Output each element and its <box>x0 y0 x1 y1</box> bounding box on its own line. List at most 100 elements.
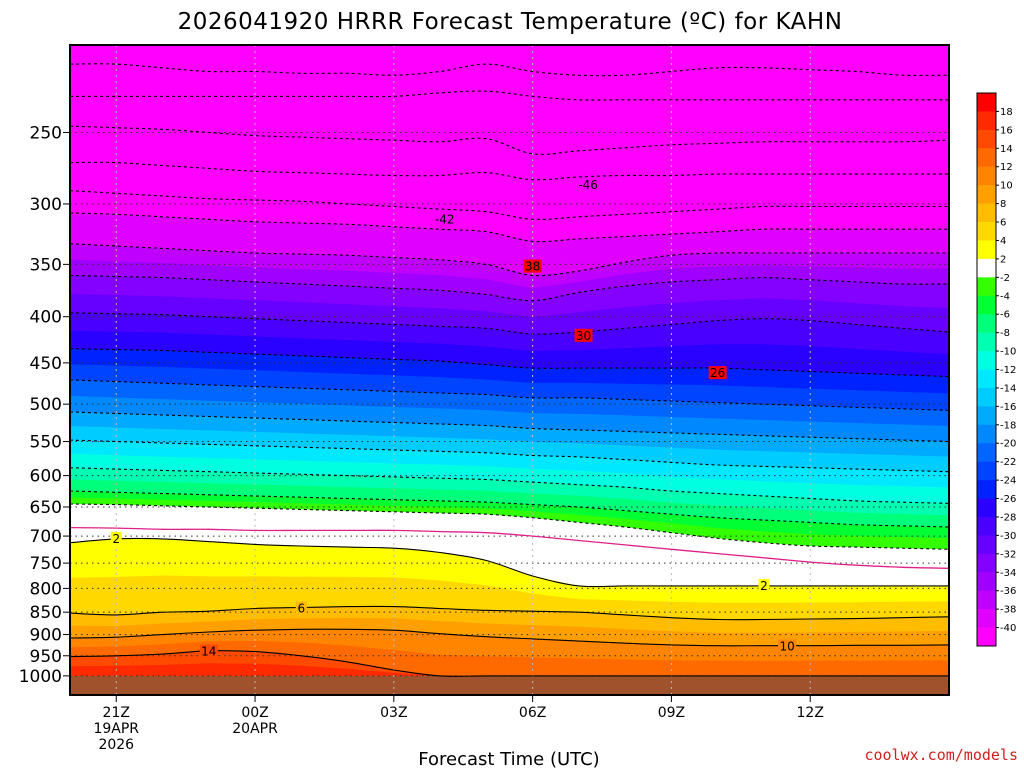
y-tick-label: 500 <box>30 395 62 415</box>
isotherm-line <box>70 348 949 378</box>
colorbar-swatch <box>977 627 996 647</box>
colorbar-label: 10 <box>1000 181 1013 192</box>
colorbar-label: 4 <box>1000 236 1006 247</box>
contour-label-bg <box>523 259 542 273</box>
isotherm-line <box>70 274 949 302</box>
contour-label: 30 <box>576 329 591 343</box>
isotherm-line <box>70 490 949 528</box>
colorbar-swatch <box>977 277 996 297</box>
ground-block <box>70 675 949 695</box>
colorbar-label: -4 <box>1000 291 1010 302</box>
y-tick-label: 700 <box>30 527 62 547</box>
isotherm-line <box>70 161 949 181</box>
y-tick-label: 250 <box>30 123 62 143</box>
colorbar-label: -40 <box>1000 623 1016 634</box>
colorbar-label: -18 <box>1000 420 1016 431</box>
isotherm-line <box>70 90 949 101</box>
contour-label: 14 <box>201 645 216 659</box>
isotherm-line <box>70 605 949 621</box>
colorbar-swatch <box>977 369 996 389</box>
contour-label-bg <box>295 601 307 615</box>
isotherm-line <box>70 379 949 411</box>
colorbar-label: -26 <box>1000 494 1016 505</box>
colorbar-swatch <box>977 314 996 333</box>
contour-label-bg <box>199 644 218 658</box>
colorbar-swatch <box>977 424 996 444</box>
contour-label: 6 <box>297 601 305 615</box>
colorbar-swatch <box>977 609 996 628</box>
colorbar-swatch <box>977 461 996 481</box>
isotherm-line <box>70 243 949 277</box>
plot-frame <box>69 44 950 696</box>
colorbar-swatch <box>977 590 996 610</box>
colorbar-label: -28 <box>1000 512 1016 523</box>
contour-label: 10 <box>779 640 794 654</box>
colorbar-label: -20 <box>1000 439 1016 450</box>
freezing-isotherm <box>70 526 949 569</box>
isotherm-line <box>70 212 949 243</box>
colorbar-swatch <box>977 295 996 315</box>
colorbar-label: -6 <box>1000 310 1010 321</box>
x-tick-label: 20APR <box>232 721 278 737</box>
isotherm-line <box>70 439 949 473</box>
colorbar-label: -30 <box>1000 531 1016 542</box>
contour-label: 38 <box>525 260 540 274</box>
colorbar-label: 16 <box>1000 125 1013 136</box>
y-tick-label: 600 <box>30 467 62 487</box>
contour-label-bg <box>778 639 797 653</box>
isotherm-line <box>70 628 949 647</box>
colorbar-swatch <box>977 498 996 518</box>
colorbar-label: -8 <box>1000 328 1010 339</box>
contour-label-bg <box>432 212 458 226</box>
x-tick-label: 19APR <box>93 721 139 737</box>
isotherm-line <box>70 467 949 504</box>
colorbar-swatch <box>977 516 996 536</box>
contour-label: -46 <box>578 178 598 192</box>
colorbar-swatch <box>977 185 996 204</box>
colorbar-label: -12 <box>1000 365 1016 376</box>
y-tick-label: 550 <box>30 433 62 453</box>
contour-label: -42 <box>435 212 455 226</box>
y-tick-label: 400 <box>30 308 62 328</box>
y-tick-label: 750 <box>30 554 62 574</box>
colorbar-swatch <box>977 406 996 426</box>
contour-label-bg <box>110 531 122 545</box>
colorbar-swatch <box>977 332 996 352</box>
y-axis: 250 300 350 400 450 500 550 600 650 700 750 800 850 9… <box>19 123 70 687</box>
colorbar-swatch <box>977 166 996 186</box>
colorbar-label: -34 <box>1000 568 1016 579</box>
colorbar-label: -10 <box>1000 347 1016 358</box>
colorbar-swatch <box>977 572 996 591</box>
colorbar-swatch <box>977 553 996 573</box>
y-tick-label: 1000 <box>19 667 62 687</box>
colorbar-label: -24 <box>1000 476 1016 487</box>
colorbar-label: -14 <box>1000 383 1016 394</box>
colorbar-swatch <box>977 351 996 370</box>
x-tick-label: 09Z <box>658 705 685 721</box>
x-tick-label: 03Z <box>380 705 407 721</box>
x-tick-label: 00Z <box>241 705 268 721</box>
chart-title: 2026041920 HRRR Forecast Temperature (ºC… <box>178 9 843 35</box>
y-tick-label: 450 <box>30 354 62 374</box>
y-tick-label: 800 <box>30 579 62 599</box>
contour-label: 26 <box>710 366 725 380</box>
colorbar-legend: 18 16 14 12 10 8 6 4 2 -2 -4 -6 -8 -10 -12 -14 -16 -18 -20… <box>976 92 1016 647</box>
colorbar-label: 14 <box>1000 144 1013 155</box>
isotherm-line <box>70 411 949 443</box>
temperature-fill-bands <box>70 45 949 695</box>
colorbar-label: -32 <box>1000 549 1016 560</box>
y-tick-label: 300 <box>30 195 62 215</box>
colorbar-label: -2 <box>1000 273 1010 284</box>
credit-link[interactable]: coolwx.com/models <box>864 746 1018 764</box>
x-tick-label: 21Z <box>103 705 130 721</box>
colorbar-swatch <box>977 93 996 112</box>
colorbar-label: -38 <box>1000 605 1016 616</box>
y-tick-label: 650 <box>30 498 62 518</box>
colorbar-label: -36 <box>1000 586 1016 597</box>
contour-label-bg <box>575 178 601 192</box>
colorbar-swatch <box>977 129 996 149</box>
colorbar-swatch <box>977 111 996 131</box>
isotherm-line <box>70 63 949 77</box>
